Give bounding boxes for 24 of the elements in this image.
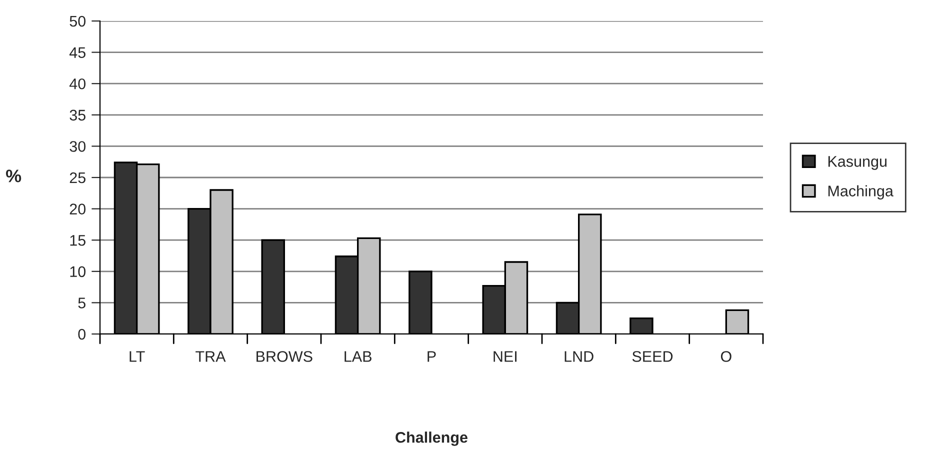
y-tick-label: 5: [78, 298, 86, 308]
x-tick-label: LT: [130, 351, 145, 362]
x-axis-title: Challenge: [396, 432, 468, 446]
y-tick-label: 20: [70, 204, 86, 214]
legend-label: Kasungu: [828, 156, 886, 170]
y-tick-label: 50: [70, 16, 86, 27]
y-tick-label: 10: [70, 266, 86, 278]
y-tick-label: 0: [78, 328, 86, 340]
x-tick-label: P: [428, 351, 436, 362]
x-tick-label: O: [720, 351, 732, 362]
y-tick-label: 40: [69, 78, 86, 90]
x-tick-label: BROWS: [256, 351, 312, 362]
x-tick-label: NEI: [494, 351, 516, 362]
y-tick-label: 35: [70, 110, 86, 121]
legend-label: Machinga: [828, 185, 894, 200]
y-axis-title: %: [6, 170, 22, 182]
x-tick-label: SEED: [632, 351, 673, 362]
x-tick-label: LND: [564, 351, 594, 362]
x-tick-label: TRA: [196, 351, 226, 362]
x-tick-label: LAB: [344, 351, 372, 362]
y-tick-label: 25: [70, 172, 86, 184]
y-tick-label: 30: [70, 141, 86, 152]
y-tick-label: 15: [70, 235, 86, 246]
y-tick-label: 45: [69, 47, 86, 58]
